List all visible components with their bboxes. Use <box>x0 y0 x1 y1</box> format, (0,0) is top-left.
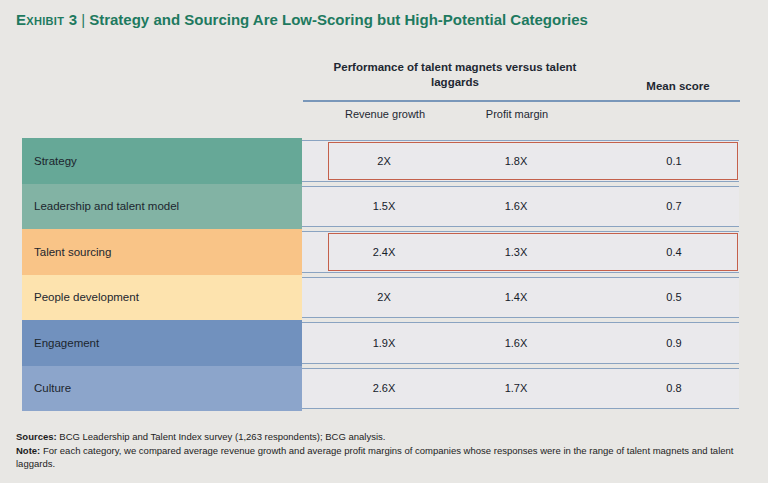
value-cells: 2.4X 1.3X 0.4 <box>302 231 739 273</box>
sources-label: Sources: <box>16 431 57 442</box>
note-label: Note: <box>16 445 40 456</box>
value-cells: 2.6X 1.7X 0.8 <box>302 368 739 410</box>
value-cells: 2X 1.8X 0.1 <box>302 140 739 182</box>
table-row: Talent sourcing 2.4X 1.3X 0.4 <box>22 229 739 275</box>
value-cell-revenue-growth: 2.6X <box>302 382 466 394</box>
note-text: For each category, we compared average r… <box>16 445 733 470</box>
value-cells: 1.5X 1.6X 0.7 <box>302 186 739 228</box>
title-separator: | <box>77 11 89 28</box>
value-cell-mean-score: 0.1 <box>566 155 739 167</box>
category-cell: Engagement <box>22 320 302 366</box>
value-cell-mean-score: 0.7 <box>566 200 739 212</box>
table-row: Culture 2.6X 1.7X 0.8 <box>22 366 739 412</box>
value-cell-mean-score: 0.5 <box>566 291 739 303</box>
category-cell: Talent sourcing <box>22 229 302 275</box>
value-cell-revenue-growth: 1.5X <box>302 200 466 212</box>
value-cell-revenue-growth: 1.9X <box>302 337 466 349</box>
value-cell-revenue-growth: 2X <box>302 291 466 303</box>
value-cell-profit-margin: 1.3X <box>466 246 566 258</box>
table-row: People development 2X 1.4X 0.5 <box>22 275 739 321</box>
table-row: Leadership and talent model 1.5X 1.6X 0.… <box>22 184 739 230</box>
value-cell-profit-margin: 1.8X <box>466 155 566 167</box>
category-cell: Leadership and talent model <box>22 184 302 230</box>
category-cell: Strategy <box>22 138 302 184</box>
footer-notes: Sources: BCG Leadership and Talent Index… <box>16 430 748 471</box>
category-cell: Culture <box>22 366 302 412</box>
value-cell-profit-margin: 1.4X <box>466 291 566 303</box>
value-cell-revenue-growth: 2X <box>302 155 466 167</box>
value-cell-revenue-growth: 2.4X <box>302 246 466 258</box>
table-row: Strategy 2X 1.8X 0.1 <box>22 138 739 184</box>
value-cells: 2X 1.4X 0.5 <box>302 277 739 319</box>
page-title: Exhibit 3|Strategy and Sourcing Are Low-… <box>16 11 588 28</box>
category-cell: People development <box>22 275 302 321</box>
value-cell-profit-margin: 1.6X <box>466 337 566 349</box>
column-headers: Revenue growth Profit margin <box>303 108 740 120</box>
column-header-revenue-growth: Revenue growth <box>303 108 467 120</box>
title-text: Strategy and Sourcing Are Low-Scoring bu… <box>89 11 588 28</box>
exhibit-figure: Exhibit 3|Strategy and Sourcing Are Low-… <box>0 0 768 483</box>
value-cell-profit-margin: 1.6X <box>466 200 566 212</box>
footer-note: Note: For each category, we compared ave… <box>16 444 748 471</box>
value-cell-mean-score: 0.9 <box>566 337 739 349</box>
header-divider <box>303 100 740 102</box>
value-cell-profit-margin: 1.7X <box>466 382 566 394</box>
column-header-profit-margin: Profit margin <box>467 108 567 120</box>
exhibit-label: Exhibit 3 <box>16 11 77 28</box>
mean-score-header: Mean score <box>608 80 748 92</box>
column-header-spacer <box>567 108 740 120</box>
value-cells: 1.9X 1.6X 0.9 <box>302 322 739 364</box>
footer-sources: Sources: BCG Leadership and Talent Index… <box>16 430 748 444</box>
sources-text: BCG Leadership and Talent Index survey (… <box>57 431 386 442</box>
table-row: Engagement 1.9X 1.6X 0.9 <box>22 320 739 366</box>
value-cell-mean-score: 0.8 <box>566 382 739 394</box>
table-body: Strategy 2X 1.8X 0.1 Leadership and tale… <box>22 138 739 411</box>
value-cell-mean-score: 0.4 <box>566 246 739 258</box>
column-group-header: Performance of talent magnets versus tal… <box>315 60 595 90</box>
